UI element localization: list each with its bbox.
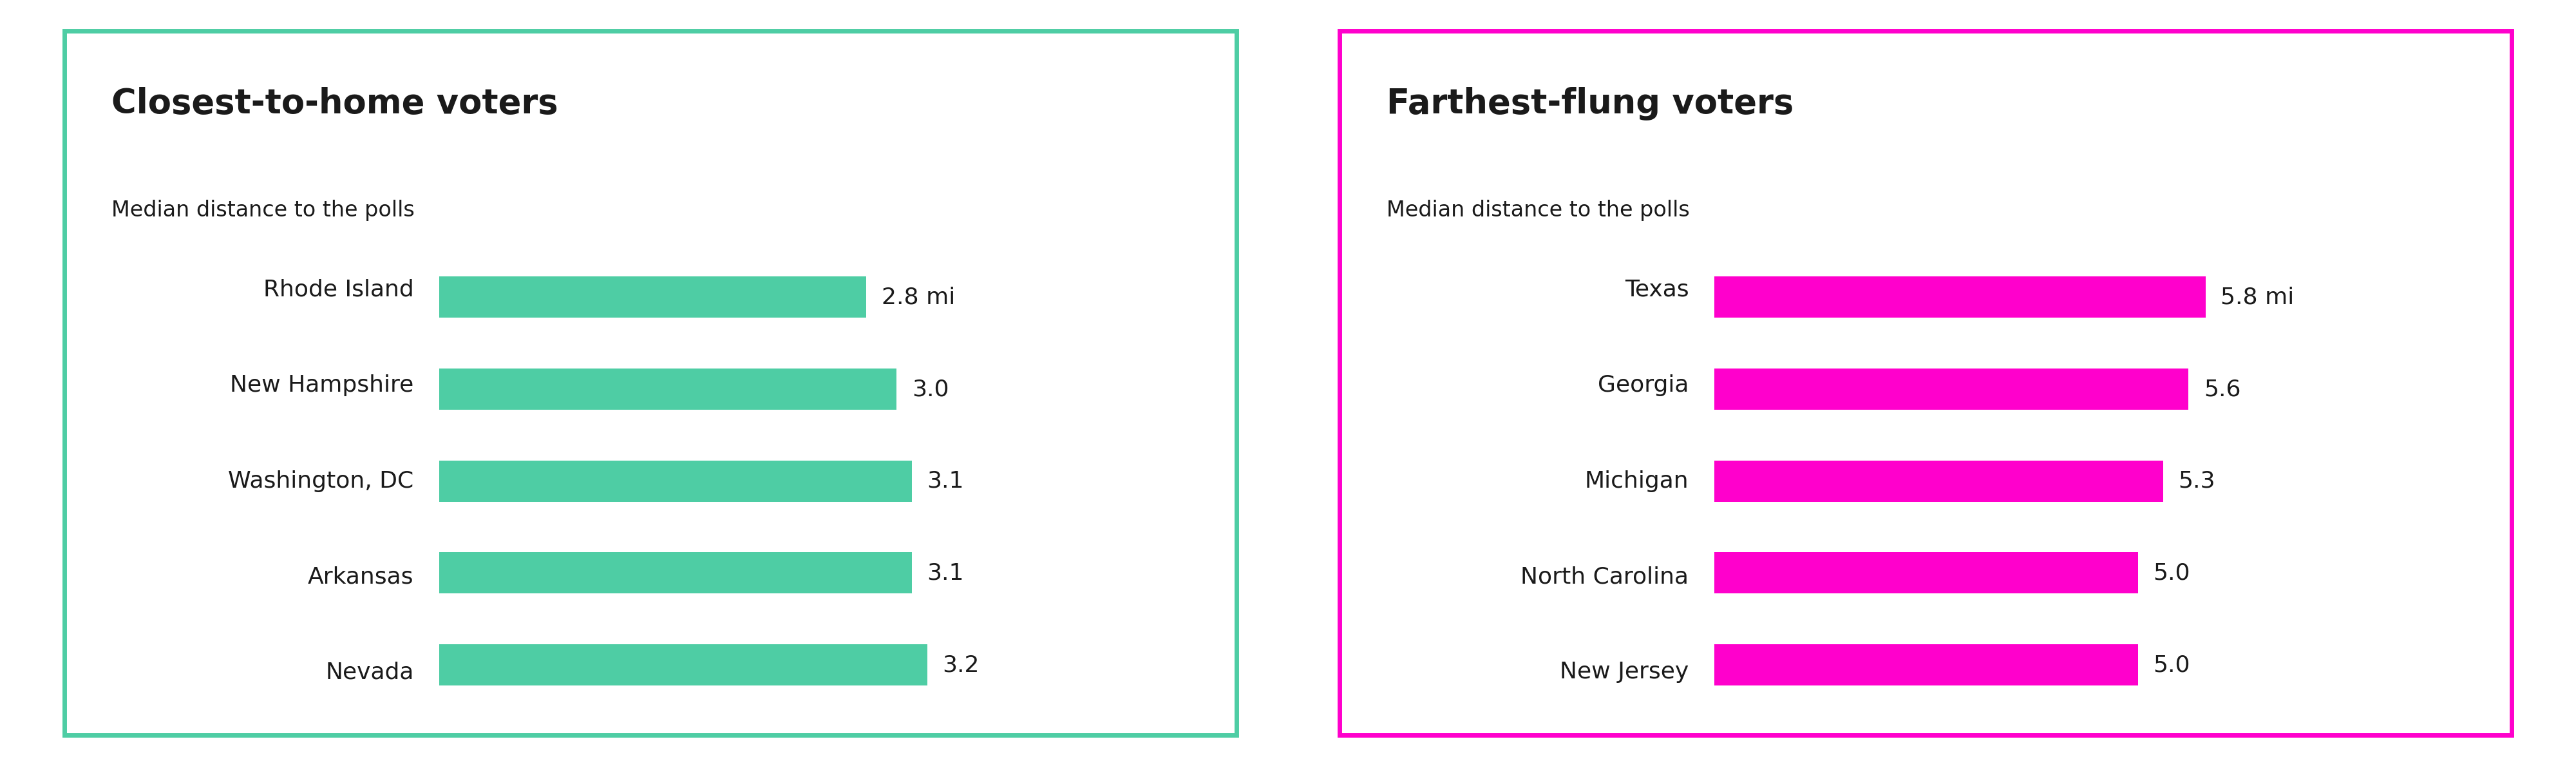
- Bar: [1716, 644, 2138, 686]
- Text: Rhode Island: Rhode Island: [263, 279, 415, 301]
- Bar: [440, 460, 912, 502]
- Text: 5.0: 5.0: [2154, 654, 2190, 676]
- Bar: [440, 277, 866, 318]
- Text: 3.2: 3.2: [943, 654, 979, 676]
- Bar: [1716, 368, 2190, 410]
- Text: Median distance to the polls: Median distance to the polls: [111, 200, 415, 221]
- Text: New Jersey: New Jersey: [1561, 661, 1690, 683]
- Text: Arkansas: Arkansas: [307, 566, 415, 588]
- Text: New Hampshire: New Hampshire: [229, 375, 415, 396]
- Text: Nevada: Nevada: [325, 661, 415, 683]
- Bar: [440, 644, 927, 686]
- Text: 5.0: 5.0: [2154, 562, 2190, 584]
- Text: Closest-to-home voters: Closest-to-home voters: [111, 87, 559, 120]
- Bar: [1716, 277, 2205, 318]
- Text: 5.3: 5.3: [2179, 470, 2215, 492]
- Text: 3.0: 3.0: [912, 378, 948, 400]
- Text: 5.8 mi: 5.8 mi: [2221, 286, 2295, 308]
- Bar: [440, 552, 912, 594]
- Text: North Carolina: North Carolina: [1520, 566, 1690, 588]
- Text: Washington, DC: Washington, DC: [229, 470, 415, 492]
- Text: 2.8 mi: 2.8 mi: [881, 286, 956, 308]
- Bar: [1716, 552, 2138, 594]
- Text: Georgia: Georgia: [1597, 375, 1690, 396]
- Text: 3.1: 3.1: [927, 470, 963, 492]
- Text: 5.6: 5.6: [2205, 378, 2241, 400]
- Bar: [1716, 460, 2164, 502]
- Bar: [440, 368, 896, 410]
- Text: 3.1: 3.1: [927, 562, 963, 584]
- Text: Michigan: Michigan: [1584, 470, 1690, 492]
- Text: Median distance to the polls: Median distance to the polls: [1386, 200, 1690, 221]
- Text: Texas: Texas: [1625, 279, 1690, 301]
- Text: Farthest-flung voters: Farthest-flung voters: [1386, 87, 1793, 120]
